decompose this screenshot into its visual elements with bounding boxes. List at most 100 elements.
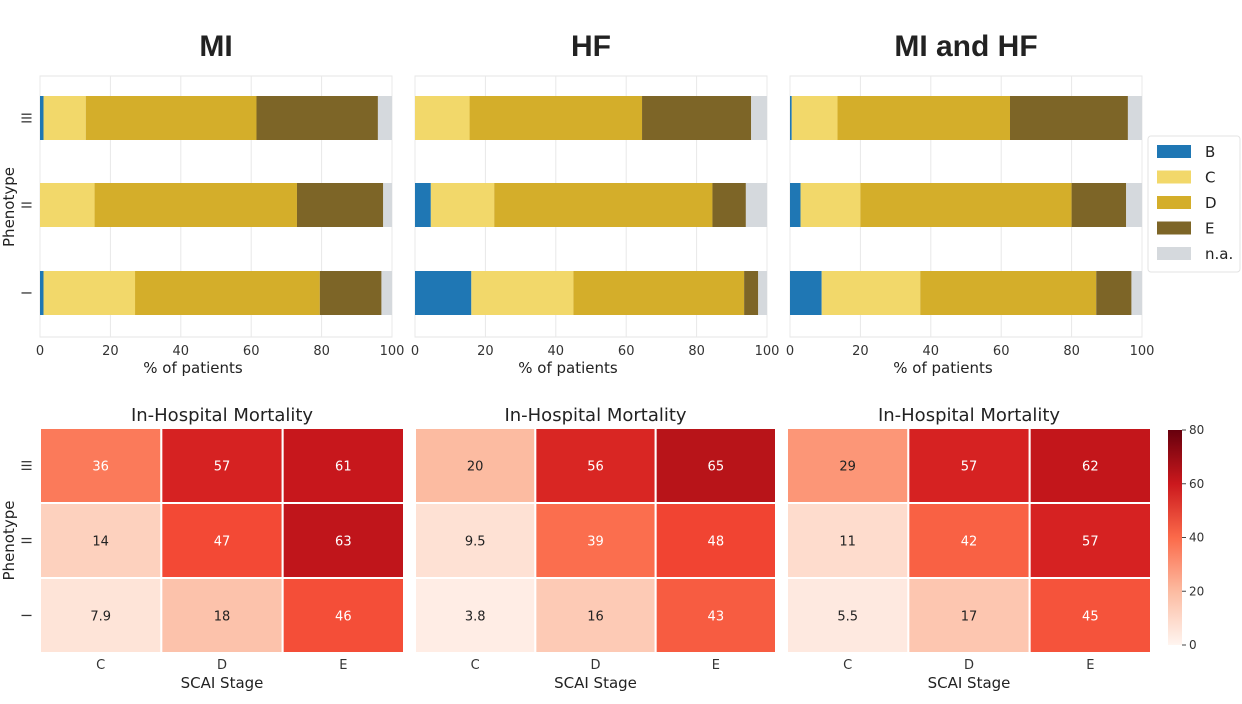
panel-title: MI	[199, 30, 232, 63]
y-tick-label: III	[21, 112, 36, 124]
heat-cell-I-C	[39, 577, 163, 654]
bar-segment-III-C	[415, 96, 470, 140]
cell-value: 65	[708, 460, 725, 475]
bar-segment-I-n.a.	[381, 271, 392, 315]
y-tick-label: I	[21, 291, 36, 295]
bar-panel-3: 0 20 40 60 80 100 MI and HF % of patients	[786, 30, 1155, 377]
heat-cell-II-C	[786, 502, 910, 579]
bar-segment-II-B	[415, 183, 431, 227]
cell-value: 14	[92, 535, 109, 550]
heatmap-panel-2: 20 56 65 9.5 39 48 3.8 16 43 C D E In-Hospital Morta…	[414, 405, 778, 692]
bar-segment-III-E	[642, 96, 752, 140]
bar-segment-II-C	[430, 183, 495, 227]
bar-segment-II-C	[800, 183, 861, 227]
bar-segment-II-D	[860, 183, 1072, 227]
x-tick-label: 0	[786, 344, 794, 359]
cell-value: 43	[708, 610, 725, 625]
bar-segment-II-E	[296, 183, 384, 227]
heat-cell-III-E	[1028, 427, 1152, 504]
cell-value: 5.5	[837, 610, 858, 625]
bar-segment-III-n.a.	[751, 96, 767, 140]
x-tick-label: E	[339, 658, 347, 673]
panel-title: MI and HF	[894, 30, 1037, 63]
x-tick-label: C	[96, 658, 105, 673]
x-tick-label: 80	[313, 344, 330, 359]
cell-value: 57	[961, 460, 978, 475]
bar-segment-II-n.a.	[1126, 183, 1142, 227]
colorbar-tick-label: 0	[1189, 638, 1197, 652]
colorbar-tick-label: 40	[1189, 531, 1204, 545]
legend-frame	[1147, 135, 1241, 273]
x-tick-label: D	[964, 658, 974, 673]
colorbar: 0 20 40 60 80	[1168, 423, 1204, 652]
bar-segment-II-n.a.	[383, 183, 392, 227]
bar-segment-III-C	[43, 96, 86, 140]
colorbar-tick-label: 20	[1189, 584, 1204, 598]
x-axis-label: % of patients	[893, 359, 993, 377]
heat-cell-I-E	[1028, 577, 1152, 654]
bar-segment-III-E	[1010, 96, 1128, 140]
x-axis-label: % of patients	[518, 359, 618, 377]
bar-segment-III-C	[791, 96, 838, 140]
bar-segment-III-D	[837, 96, 1010, 140]
x-tick-label: E	[1086, 658, 1094, 673]
bar-segment-I-C	[43, 271, 136, 315]
cell-value: 16	[587, 610, 604, 625]
y-tick-label: III	[21, 460, 36, 472]
bar-segment-II-C	[40, 183, 95, 227]
panel-title: In-Hospital Mortality	[504, 405, 686, 426]
heat-cell-I-E	[281, 577, 405, 654]
bar-segment-I-D	[920, 271, 1097, 315]
colorbar-tick-label: 80	[1189, 423, 1204, 437]
heat-cell-III-D	[907, 427, 1031, 504]
bar-segment-III-B	[790, 96, 792, 140]
bar-segment-I-B	[415, 271, 472, 315]
heat-cell-I-D	[534, 577, 657, 654]
bar-segment-II-E	[712, 183, 746, 227]
x-axis-label: SCAI Stage	[181, 674, 264, 692]
x-tick-label: D	[217, 658, 227, 673]
bar-panel-2: 0 20 40 60 80 100 HF % of patients	[411, 30, 780, 377]
x-tick-label: 80	[688, 344, 705, 359]
bar-segment-II-n.a.	[745, 183, 767, 227]
heat-cell-II-D	[534, 502, 657, 579]
bar-segment-I-E	[744, 271, 759, 315]
cell-value: 11	[839, 535, 856, 550]
cell-value: 17	[961, 610, 978, 625]
bar-segment-I-n.a.	[758, 271, 767, 315]
bar-segment-I-C	[471, 271, 574, 315]
bar-segment-III-D	[85, 96, 257, 140]
cell-value: 39	[587, 535, 604, 550]
x-tick-label: 60	[993, 344, 1010, 359]
bar-segment-I-E	[319, 271, 382, 315]
x-tick-label: 40	[173, 344, 190, 359]
heat-cell-III-C	[39, 427, 163, 504]
x-tick-label: 60	[243, 344, 260, 359]
heat-cell-II-D	[160, 502, 284, 579]
x-tick-label: 40	[923, 344, 940, 359]
bar-segment-I-E	[1096, 271, 1132, 315]
legend-label: B	[1205, 143, 1215, 161]
y-axis-label: Phenotype	[0, 501, 18, 581]
heatmap-panel-3: 29 57 62 11 42 57 5.5 17 45 C D E In-Hospital Mortal…	[786, 405, 1152, 692]
legend-label: D	[1205, 194, 1217, 212]
bar-segment-I-B	[790, 271, 822, 315]
bar-segment-I-C	[821, 271, 921, 315]
heat-cell-II-E	[1028, 502, 1152, 579]
heat-cell-II-E	[281, 502, 405, 579]
panel-title: In-Hospital Mortality	[878, 405, 1060, 426]
x-tick-label: 100	[380, 344, 405, 359]
bar-segment-II-D	[494, 183, 713, 227]
bar-segment-III-E	[256, 96, 378, 140]
cell-value: 3.8	[465, 610, 486, 625]
bar-segment-III-n.a.	[377, 96, 392, 140]
bar-segment-I-D	[573, 271, 745, 315]
heat-cell-I-D	[907, 577, 1031, 654]
x-tick-label: D	[590, 658, 600, 673]
x-tick-label: 60	[618, 344, 635, 359]
heatmap-panels: 36 57 61 III 14 47 63 II 7.9 18 46 I C D E In-Hospital …	[0, 405, 1152, 692]
bar-segment-II-D	[94, 183, 297, 227]
